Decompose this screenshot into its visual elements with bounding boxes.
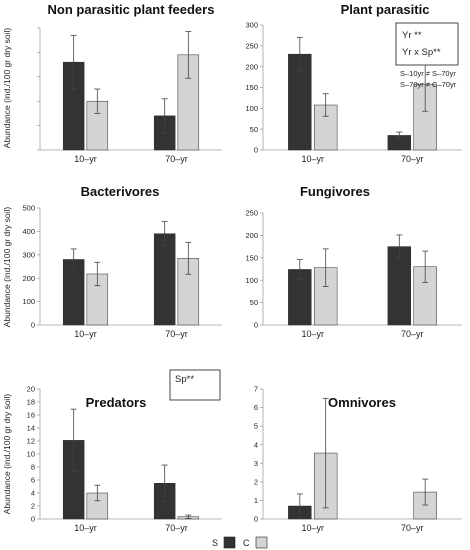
y-tick-label: 150 (245, 83, 258, 92)
y-tick-label: 400 (22, 227, 35, 236)
y-tick-label: 4 (31, 489, 35, 498)
panel-title: Plant parasitic (341, 2, 430, 17)
legend-label-c: C (243, 538, 250, 548)
y-tick-label: 200 (22, 274, 35, 283)
annotation-text: S–10yr ≠ S–70yr (400, 69, 456, 78)
y-tick-label: 4 (254, 440, 258, 449)
y-tick-label: 100 (22, 297, 35, 306)
panel-title: Non parasitic plant feeders (48, 2, 215, 17)
annotation-box (169, 369, 221, 401)
legend: S C (212, 536, 268, 549)
y-tick-label: 2 (31, 502, 35, 511)
y-tick-label: 2 (254, 477, 258, 486)
y-axis-label: Abundance (ind./100 gr dry soil) (2, 394, 12, 515)
chart-panel-3: Bacterivores 0 100 200 300 400 500 Abundance (i… (2, 184, 222, 339)
x-category-label: 70–yr (401, 154, 424, 164)
y-axis-label: Abundance (ind./100 gr dry soil) (2, 207, 12, 328)
y-tick-label: 18 (27, 398, 35, 407)
y-tick-label: 200 (245, 62, 258, 71)
y-tick-label: 6 (31, 476, 35, 485)
x-category-label: 10–yr (301, 154, 324, 164)
y-tick-label: 0 (31, 515, 35, 524)
y-tick-label: 100 (245, 276, 258, 285)
y-tick-label: 500 (22, 204, 35, 213)
bar-s (153, 233, 176, 326)
y-tick-label: 300 (22, 250, 35, 259)
y-tick-label: 200 (245, 231, 258, 240)
legend-swatch-s (223, 536, 236, 549)
x-category-label: 70–yr (165, 329, 188, 339)
y-tick-label: 0 (254, 146, 258, 155)
panel-title: Predators (86, 395, 147, 410)
y-tick-label: 5 (254, 422, 258, 431)
annotation-text: Sp** (175, 374, 194, 385)
y-tick-label: 0 (254, 515, 258, 524)
x-category-label: 10–yr (74, 523, 97, 533)
annotation-text: Yr ** (402, 30, 422, 41)
chart-panel-1: Non parasitic plant feeders Abundance (in… (2, 2, 222, 164)
y-tick-label: 0 (254, 321, 258, 330)
y-tick-label: 10 (27, 450, 35, 459)
y-tick-label: 250 (245, 41, 258, 50)
y-tick-label: 250 (245, 209, 258, 218)
panel-title: Bacterivores (81, 184, 160, 199)
y-tick-label: 6 (254, 403, 258, 412)
panel-title: Omnivores (328, 395, 396, 410)
chart-panel-4: Fungivores 0 50 100 150 200 250 10–yr 70–yr (245, 184, 462, 339)
y-tick-label: 20 (27, 385, 35, 394)
y-tick-label: 14 (27, 424, 35, 433)
panel-title: Fungivores (300, 184, 370, 199)
y-tick-label: 3 (254, 459, 258, 468)
x-category-label: 10–yr (301, 329, 324, 339)
chart-panel-6: Omnivores 0 1 2 3 4 5 6 7 10–yr 70–yr (254, 385, 462, 533)
y-tick-label: 150 (245, 253, 258, 262)
y-tick-label: 300 (245, 21, 258, 30)
annotation-text: Yr x Sp** (402, 47, 441, 58)
y-axis-label: Abundance (ind./100 gr dry soil) (2, 28, 12, 149)
x-category-label: 70–yr (165, 523, 188, 533)
legend-swatch-c (255, 536, 268, 549)
y-tick-label: 16 (27, 411, 35, 420)
x-category-label: 10–yr (301, 523, 324, 533)
chart-panel-5: Predators 0 2 4 6 8 10 12 14 16 18 20 Abundance (ind… (2, 369, 222, 533)
y-tick-label: 0 (31, 321, 35, 330)
annotation-box (395, 22, 459, 66)
y-tick-label: 8 (31, 463, 35, 472)
x-category-label: 70–yr (401, 329, 424, 339)
x-category-label: 10–yr (74, 329, 97, 339)
legend-label-s: S (212, 538, 218, 548)
y-tick-label: 7 (254, 385, 258, 394)
x-category-label: 10–yr (74, 154, 97, 164)
y-tick-label: 50 (250, 298, 258, 307)
x-category-label: 70–yr (165, 154, 188, 164)
annotation-text: S–70yr ≠ C–70yr (400, 80, 457, 89)
y-tick-label: 12 (27, 437, 35, 446)
y-tick-label: 50 (250, 125, 258, 134)
chart-panel-2: Plant parasitic 0 50 100 150 200 250 300 10–yr 70… (245, 2, 462, 164)
y-tick-label: 1 (254, 496, 258, 505)
x-category-label: 70–yr (401, 523, 424, 533)
y-tick-label: 100 (245, 104, 258, 113)
